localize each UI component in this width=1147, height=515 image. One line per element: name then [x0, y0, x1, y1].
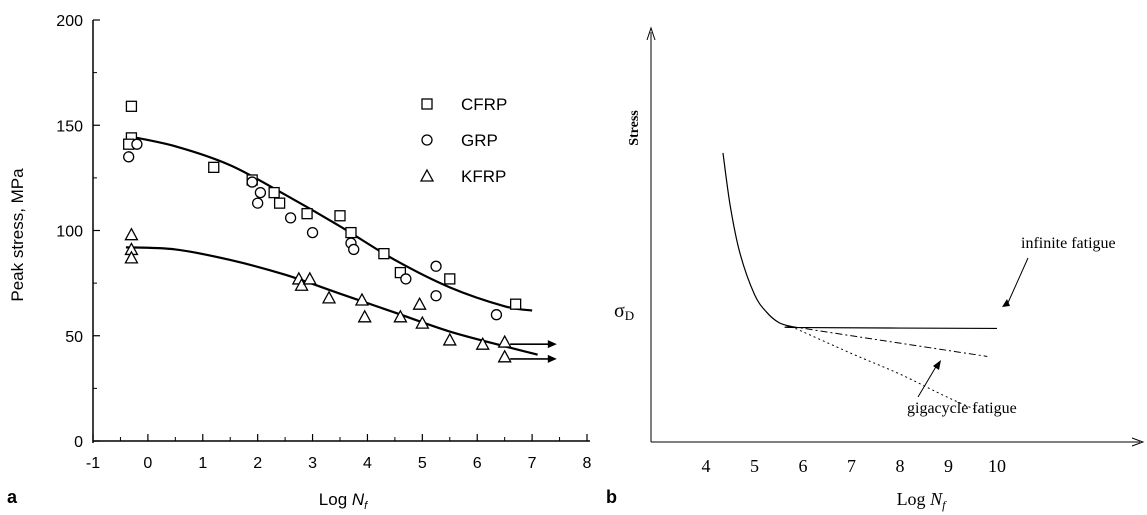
data-point-grp [246, 176, 258, 188]
panel-b-y-axis-title: Stress [627, 110, 642, 146]
panel-a-x-tick-label: 1 [198, 455, 207, 472]
data-point-grp [123, 151, 135, 163]
data-point-kfrp [124, 250, 139, 264]
curve-gigacycle-dotted [790, 325, 983, 413]
legend-label-grp: GRP [461, 131, 498, 150]
data-point-kfrp [124, 227, 139, 241]
legend-label-kfrp: KFRP [461, 167, 506, 186]
panel-b-x-tick-label: 8 [896, 456, 905, 476]
gigacycle-fatigue-arrow [917, 364, 938, 398]
data-point-grp [284, 212, 297, 224]
data-point-grp [490, 309, 503, 321]
data-point-grp [400, 273, 412, 285]
panel-a-x-tick-label: 2 [253, 455, 262, 472]
gigacycle-fatigue-arrowhead [933, 360, 941, 370]
panel-a-y-tick-label: 150 [56, 118, 83, 135]
data-point-grp [131, 138, 143, 150]
infinite-fatigue-arrowhead [1002, 299, 1010, 307]
data-point-grp [348, 243, 360, 256]
data-point-kfrp [412, 296, 427, 310]
panel-b-x-tick-label: 7 [847, 456, 856, 476]
panel-b-x-tick-label: 10 [988, 456, 1006, 476]
data-point-kfrp [415, 315, 430, 329]
fit-curve-kfrp [125, 246, 538, 356]
data-point-kfrp [442, 332, 457, 346]
panel-b-x-axis-arrowhead [1131, 437, 1145, 447]
legend-marker-kfrp [419, 168, 435, 182]
data-point-cfrp [509, 298, 522, 310]
data-point-cfrp [378, 248, 390, 260]
data-point-cfrp [345, 226, 357, 239]
panel-a-x-axis-title: Log Nf [319, 490, 368, 512]
panel-b-chart: 4 5 6 7 8 9 10 Stress σD infinite fatigue giga… [606, 26, 1145, 512]
legend-marker-grp [421, 134, 433, 146]
curve-decreasing-dashdot [790, 325, 988, 357]
panel-b-x-title-main: Log [897, 489, 931, 509]
panel-b-y-axis-arrowhead [646, 26, 656, 41]
runout-arrowhead [547, 340, 557, 349]
panel-a-x-tick-label: 8 [583, 455, 592, 472]
data-point-cfrp [268, 186, 280, 199]
panel-a-x-tick-label: 0 [143, 455, 152, 472]
panel-a-y-tick-label: 50 [65, 329, 83, 346]
data-point-cfrp [273, 197, 286, 209]
data-point-kfrp [475, 336, 490, 350]
legend-marker-cfrp [421, 98, 433, 110]
data-point-grp [430, 260, 442, 272]
data-point-cfrp [334, 210, 346, 222]
data-point-kfrp [321, 290, 337, 304]
fit-curve-cfrp [125, 134, 533, 312]
panel-a-x-title-main: Log [319, 490, 352, 509]
data-point-kfrp [497, 349, 512, 363]
panel-b-x-tick-label: 9 [944, 456, 953, 476]
panel-a-y-tick-label: 200 [56, 13, 83, 30]
data-point-kfrp [294, 277, 309, 291]
data-point-kfrp [302, 271, 317, 285]
infinite-fatigue-arrow [1006, 257, 1029, 306]
panel-a-label: a [7, 487, 18, 507]
panel-a-x-tick-label: 4 [363, 455, 372, 472]
panel-a-x-tick-label: 5 [418, 455, 427, 472]
panel-a-y-tick-label: 0 [74, 434, 83, 451]
panel-a-x-title-var: N [352, 490, 365, 509]
data-point-cfrp [301, 208, 313, 220]
data-point-kfrp [393, 309, 408, 323]
runout-arrowhead [547, 354, 557, 363]
panel-b-x-axis-title: Log Nf [897, 489, 948, 512]
data-point-kfrp [354, 292, 370, 306]
panel-b-x-tick-label: 4 [702, 456, 711, 476]
panel-b-x-title-sub: f [942, 498, 947, 512]
panel-b-label: b [606, 487, 617, 507]
data-point-grp [430, 290, 442, 302]
curve-sn-solid [722, 152, 998, 330]
data-point-cfrp [125, 100, 138, 112]
sigma-d-label: σD [614, 300, 634, 323]
panel-a-y-tick-label: 100 [56, 224, 83, 241]
data-point-grp [254, 186, 267, 199]
data-point-kfrp [357, 309, 372, 323]
panel-a-x-tick-label: 3 [308, 455, 317, 472]
panel-a-x-tick-label: -1 [86, 455, 100, 472]
sigma-d-sub: D [625, 308, 634, 323]
panel-b-x-title-var: N [929, 489, 943, 509]
data-point-cfrp [208, 161, 220, 174]
panel-b-x-tick-label: 6 [799, 456, 808, 476]
infinite-fatigue-annotation: infinite fatigue [1021, 235, 1116, 252]
legend-label-cfrp: CFRP [461, 95, 507, 114]
panel-b-x-tick-label: 5 [750, 456, 759, 476]
panel-a-x-tick-label: 6 [473, 455, 482, 472]
data-point-grp [252, 197, 264, 209]
gigacycle-fatigue-annotation: gigacycle fatigue [907, 400, 1017, 417]
panel-a-x-tick-label: 7 [528, 455, 537, 472]
panel-a-x-title-sub: f [364, 500, 368, 512]
data-point-grp [306, 226, 319, 239]
panel-a-y-axis-title: Peak stress, MPa [8, 168, 27, 302]
data-point-cfrp [444, 273, 456, 285]
sigma-d-main: σ [614, 300, 625, 322]
data-point-kfrp [497, 334, 512, 348]
